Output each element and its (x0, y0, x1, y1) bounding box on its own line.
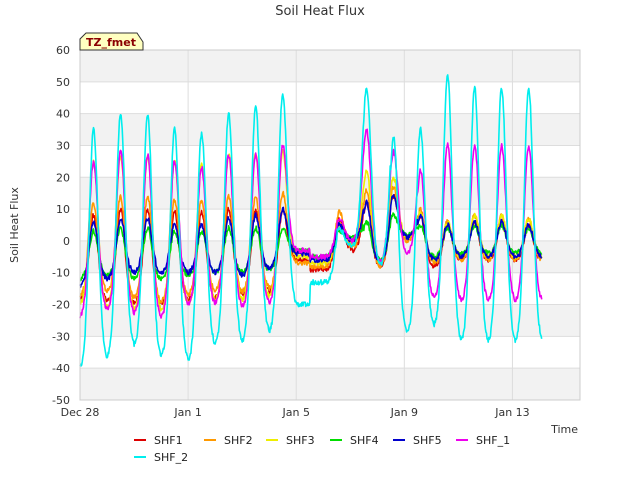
x-tick-label: Jan 5 (281, 406, 309, 419)
y-tick-label: 60 (56, 44, 70, 57)
y-tick-label: -20 (52, 299, 70, 312)
legend-label: SHF4 (350, 434, 379, 447)
legend: SHF1 SHF2 SHF3 SHF4 SHF5 SHF_1 SHF_2 (134, 434, 510, 464)
x-tick-label: Jan 1 (173, 406, 201, 419)
legend-label: SHF1 (154, 434, 183, 447)
y-tick-label: 0 (63, 235, 70, 248)
x-tick-label: Dec 28 (61, 406, 100, 419)
legend-item: SHF1 (134, 434, 183, 447)
series-line-shf-2 (79, 74, 543, 367)
plot-frame (79, 49, 581, 401)
legend-label: SHF3 (286, 434, 315, 447)
legend-item: SHF3 (266, 434, 315, 447)
legend-item: SHF4 (330, 434, 379, 447)
x-tick-label: Jan 9 (390, 406, 418, 419)
x-axis: Dec 28 Jan 1 Jan 5 Jan 9 Jan 13 (61, 406, 530, 419)
y-tick-label: 10 (56, 203, 70, 216)
legend-label: SHF2 (224, 434, 253, 447)
y-tick-label: -10 (52, 267, 70, 280)
y-tick-label: 40 (56, 108, 70, 121)
y-tick-label: 30 (56, 139, 70, 152)
x-axis-title: Time (550, 423, 578, 436)
grid-band (80, 368, 580, 400)
y-tick-label: -50 (52, 394, 70, 407)
y-tick-label: -40 (52, 362, 70, 375)
legend-label: SHF_1 (476, 434, 510, 447)
legend-label: SHF_2 (154, 451, 188, 464)
y-axis-title: Soil Heat Flux (8, 187, 21, 263)
legend-label: SHF5 (413, 434, 442, 447)
y-tick-label: -30 (52, 330, 70, 343)
chart-title: Soil Heat Flux (275, 4, 365, 19)
series-lines (79, 74, 543, 367)
legend-item: SHF5 (393, 434, 442, 447)
site-badge: TZ_fmet (79, 32, 144, 51)
series-line-shf-1 (79, 128, 543, 319)
y-axis: -50 -40 -30 -20 -10 0 10 20 30 40 50 60 (52, 44, 70, 407)
legend-item: SHF_1 (456, 434, 510, 447)
legend-item: SHF2 (204, 434, 253, 447)
x-tick-label: Jan 13 (494, 406, 529, 419)
y-tick-label: 20 (56, 171, 70, 184)
y-tick-label: 50 (56, 76, 70, 89)
grid-band (80, 113, 580, 146)
grid-band (80, 50, 580, 82)
site-badge-label: TZ_fmet (86, 36, 136, 49)
legend-item: SHF_2 (134, 451, 188, 464)
